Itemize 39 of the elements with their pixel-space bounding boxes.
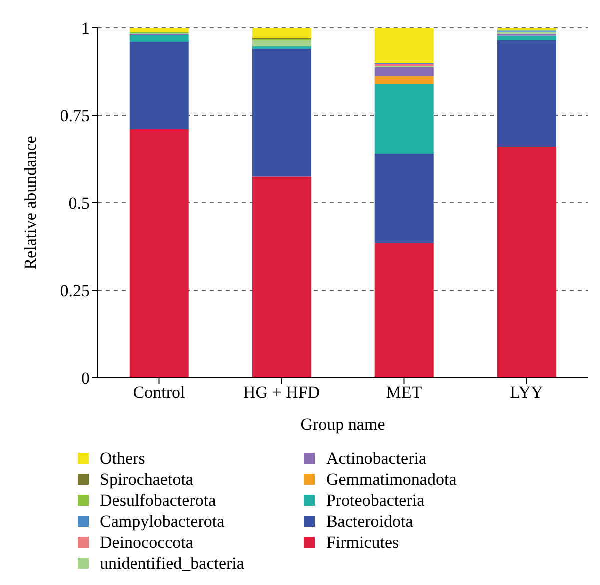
x-tick-label: LYY: [510, 383, 544, 402]
legend-label: Firmicutes: [326, 532, 400, 552]
bar: [374, 28, 434, 64]
bar: [374, 243, 434, 378]
bar: [374, 68, 434, 76]
legend-label: Deinococcota: [100, 532, 194, 552]
y-tick-label: 1: [82, 19, 90, 38]
y-tick-label: 0.75: [60, 106, 90, 126]
x-axis-title: Group name: [300, 415, 386, 434]
legend-label: Campylobacterota: [100, 512, 225, 532]
y-tick-label: 0.5: [68, 194, 90, 214]
bar: [252, 176, 312, 378]
y-tick-label: 0: [82, 369, 90, 388]
y-axis-title: Relative abundance: [21, 136, 40, 270]
legend-label: Gemmatimonadota: [326, 470, 457, 490]
bar: [130, 35, 189, 42]
x-tick-label: HG + HFD: [243, 383, 320, 402]
bar: [130, 42, 189, 130]
legend-label: Spirochaetota: [100, 470, 194, 490]
bar: [497, 40, 556, 147]
bar: [497, 147, 556, 378]
legend-label: unidentified_bacteria: [100, 554, 244, 574]
x-tick-label: MET: [386, 383, 423, 402]
x-tick-label: Control: [133, 383, 186, 402]
bar: [497, 36, 556, 40]
bar: [252, 40, 312, 47]
legend-label: Actinobacteria: [326, 448, 426, 468]
bar: [252, 49, 312, 177]
bar: [374, 154, 434, 244]
bar: [374, 76, 434, 84]
y-tick-label: 0.25: [60, 282, 90, 301]
legend-label: Others: [100, 448, 146, 468]
bar: [130, 130, 189, 378]
legend-label: Bacteroidota: [326, 512, 414, 532]
legend-label: Desulfobacterota: [100, 490, 216, 510]
bar: [130, 28, 189, 33]
legend-label: Proteobacteria: [326, 490, 425, 510]
bar: [374, 84, 434, 154]
bar: [252, 28, 312, 38]
